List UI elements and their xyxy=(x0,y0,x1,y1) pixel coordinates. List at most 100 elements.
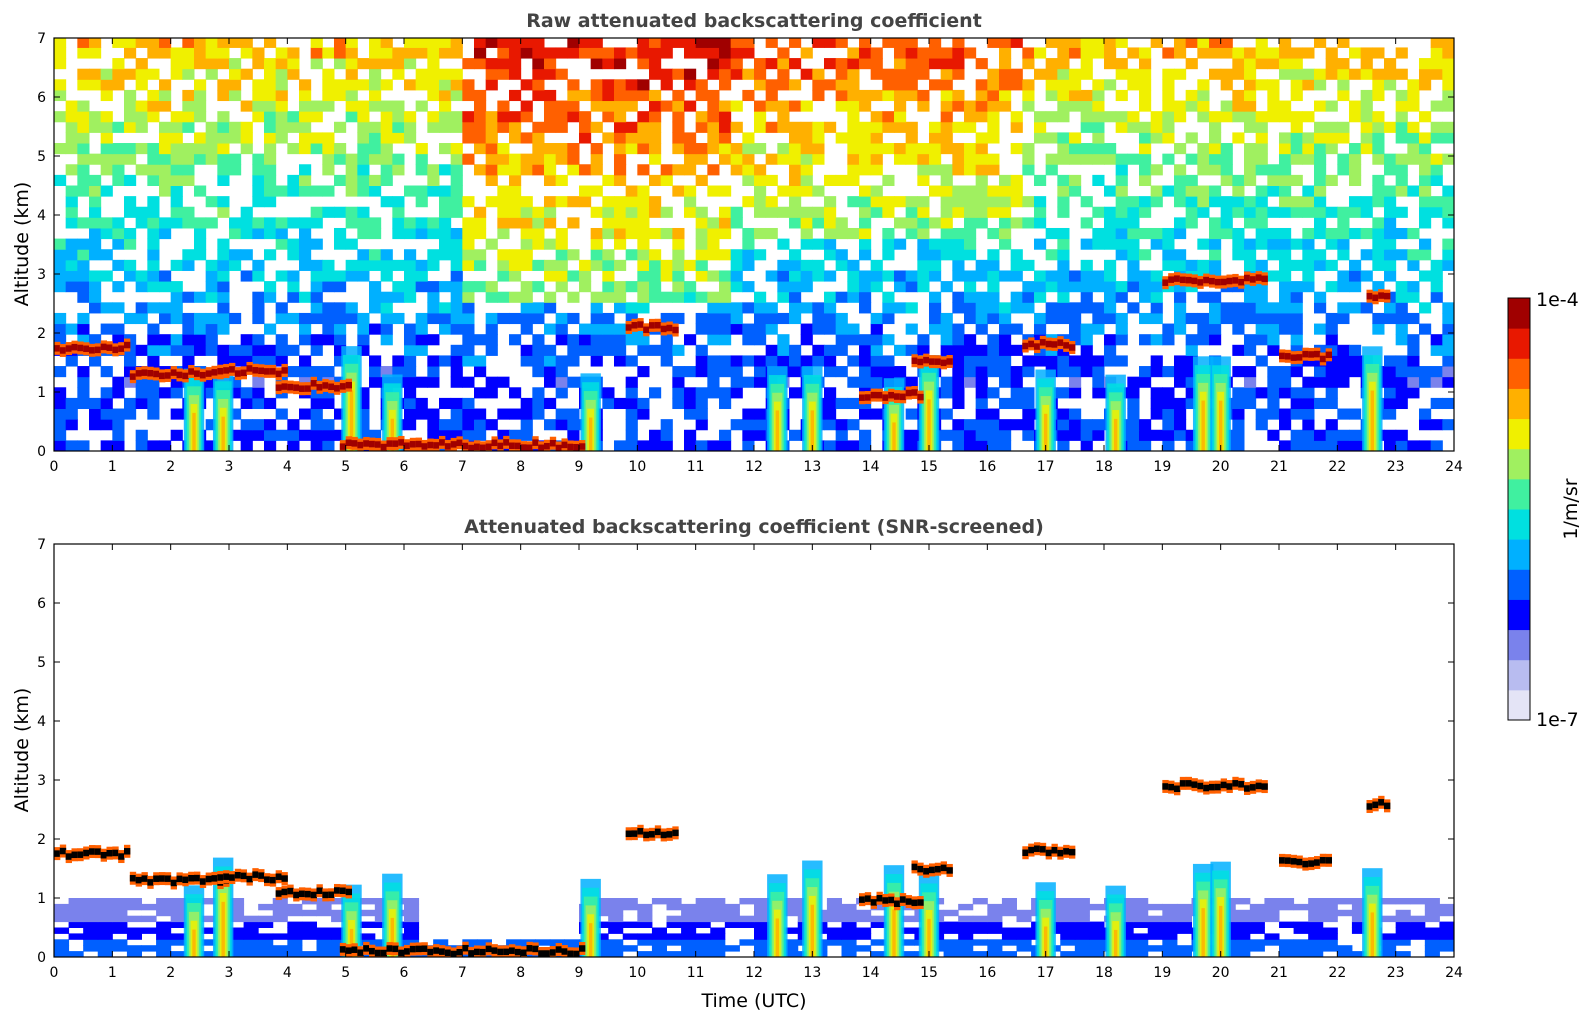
noise-cell xyxy=(1325,281,1338,293)
noise-cell xyxy=(614,100,627,112)
noise-cell xyxy=(975,89,988,102)
noise-cell xyxy=(462,312,475,325)
noise-cell xyxy=(299,143,312,155)
noise-cell xyxy=(357,153,370,165)
aerosol-cell xyxy=(199,939,215,946)
cloud-core-cell xyxy=(135,370,142,377)
noise-cell xyxy=(789,185,802,197)
noise-cell xyxy=(509,153,522,165)
aerosol-cell xyxy=(1147,927,1163,934)
noise-cell xyxy=(124,196,137,208)
noise-cell xyxy=(824,227,837,240)
noise-cell xyxy=(1115,68,1128,80)
noise-cell xyxy=(89,281,102,293)
noise-cell xyxy=(369,185,382,197)
noise-cell xyxy=(800,217,813,229)
noise-cell xyxy=(719,249,732,261)
noise-cell xyxy=(205,291,218,303)
noise-cell xyxy=(1034,323,1047,335)
noise-cell xyxy=(474,47,487,59)
noise-cell xyxy=(205,387,218,399)
noise-cell xyxy=(800,143,813,155)
noise-cell xyxy=(474,259,487,271)
noise-cell xyxy=(1407,89,1420,102)
noise-cell xyxy=(497,408,510,420)
cloud-core-cell xyxy=(643,831,650,839)
noise-cell xyxy=(777,334,790,346)
aerosol-cell xyxy=(258,933,274,940)
noise-cell xyxy=(870,355,883,367)
noise-cell xyxy=(1395,440,1408,451)
noise-cell xyxy=(100,89,113,102)
noise-cell xyxy=(719,312,732,325)
noise-cell xyxy=(54,58,67,70)
noise-cell xyxy=(147,143,160,155)
noise-cell xyxy=(637,281,650,293)
aerosol-cell xyxy=(404,939,420,946)
noise-cell xyxy=(264,249,277,261)
noise-cell xyxy=(205,376,218,388)
noise-cell xyxy=(555,47,568,59)
aerosol-cell xyxy=(258,903,274,911)
noise-cell xyxy=(742,174,755,186)
noise-cell xyxy=(835,344,848,356)
noise-cell xyxy=(835,323,848,335)
aerosol-cell xyxy=(170,933,186,940)
noise-cell xyxy=(765,100,778,112)
aerosol-cell xyxy=(170,898,186,905)
aerosol-cell xyxy=(301,921,317,928)
aerosol-cell xyxy=(841,921,857,928)
noise-cell xyxy=(1267,58,1280,70)
noise-cell xyxy=(287,111,300,123)
noise-cell xyxy=(1384,249,1397,261)
cloud-core-cell xyxy=(1384,802,1391,810)
noise-cell xyxy=(1115,38,1128,48)
noise-cell xyxy=(1395,185,1408,197)
noise-cell xyxy=(824,344,837,356)
aerosol-cell xyxy=(943,951,959,957)
cloud-core-cell xyxy=(1249,784,1257,791)
noise-cell xyxy=(450,174,463,186)
noise-cell xyxy=(1034,312,1047,325)
noise-cell xyxy=(1092,302,1105,314)
aerosol-cell xyxy=(199,927,215,934)
noise-cell xyxy=(847,419,860,431)
noise-cell xyxy=(345,79,358,91)
cloud-core-cell xyxy=(1162,279,1169,286)
noise-cell xyxy=(835,397,848,410)
noise-cell xyxy=(625,206,638,218)
noise-cell xyxy=(777,281,790,293)
cloud-core-cell xyxy=(917,393,924,401)
noise-cell xyxy=(765,227,778,240)
noise-cell xyxy=(1069,143,1082,155)
noise-cell xyxy=(1162,100,1175,112)
noise-cell xyxy=(264,132,277,144)
noise-cell xyxy=(1115,334,1128,346)
noise-cell xyxy=(544,366,557,378)
noise-cell xyxy=(684,408,697,420)
noise-cell xyxy=(1360,302,1373,314)
noise-cell xyxy=(800,270,813,282)
noise-cell xyxy=(637,132,650,144)
noise-cell xyxy=(1407,376,1420,388)
noise-cell xyxy=(695,121,708,133)
noise-cell xyxy=(672,291,685,303)
noise-cell xyxy=(964,429,977,441)
noise-cell xyxy=(567,79,580,91)
aerosol-cell xyxy=(1395,909,1411,917)
noise-cell xyxy=(1267,164,1280,176)
noise-cell xyxy=(135,397,148,410)
noise-cell xyxy=(1337,217,1350,229)
aerosol-cell xyxy=(593,945,609,952)
noise-cell xyxy=(112,440,125,451)
cloud-core-cell xyxy=(666,831,673,838)
noise-cell xyxy=(649,281,662,293)
noise-cell xyxy=(310,38,323,48)
x-tick-label: 3 xyxy=(225,459,234,475)
noise-cell xyxy=(159,185,172,197)
colorbar-max-label: 1e-4 xyxy=(1536,289,1579,311)
noise-cell xyxy=(532,47,545,59)
aerosol-cell xyxy=(1016,927,1032,934)
noise-cell xyxy=(952,89,965,102)
noise-cell xyxy=(765,79,778,91)
